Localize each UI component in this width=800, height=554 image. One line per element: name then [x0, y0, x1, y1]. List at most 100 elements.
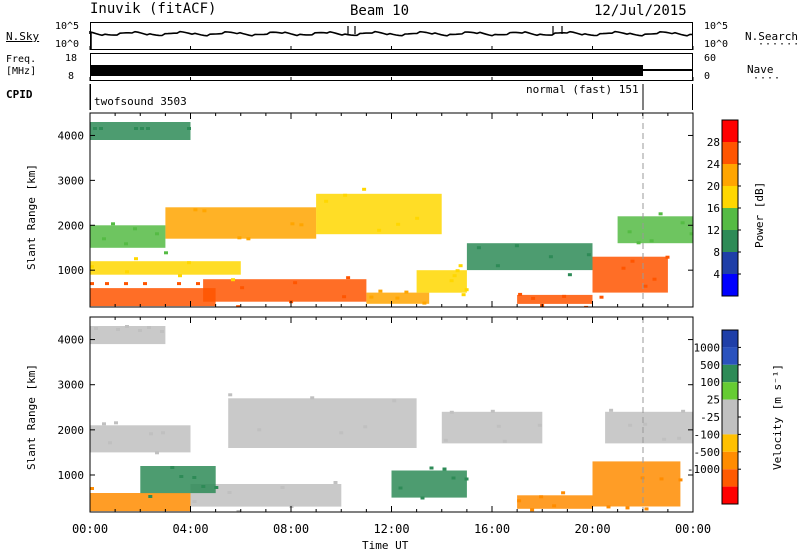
velocity-speck-6-2	[659, 477, 664, 481]
nsearch-tick-high: 10^5	[704, 21, 729, 32]
velocity-speck-2-2	[170, 466, 175, 469]
power-speck-6-1	[290, 222, 295, 226]
power-speck-6-3	[246, 237, 251, 241]
velocity-speck-1-5	[192, 500, 197, 503]
power-speck-11-5	[689, 232, 693, 236]
power-speck-12-2	[140, 127, 144, 130]
power-speck-10-1	[514, 244, 519, 248]
velocity-speck-0-0	[90, 487, 94, 490]
power-speck-2-5	[395, 296, 400, 300]
power-speck-12-1	[187, 127, 191, 130]
power-region-5	[90, 261, 241, 275]
power-speck-8-3	[396, 222, 401, 226]
freq-unit-label: [MHz]	[6, 66, 37, 77]
velocity-speck-8-5	[502, 439, 507, 443]
power-cbar-label-1: 24	[707, 158, 721, 171]
power-region-4	[592, 256, 668, 293]
power-speck-11-4	[636, 241, 641, 245]
velocity-region-8	[441, 411, 543, 444]
velocity-ytick-label-2: 2000	[58, 424, 85, 437]
power-speck-2-0	[378, 289, 383, 293]
velocity-speck-9-4	[628, 423, 633, 427]
power-speck-3-5	[518, 292, 523, 296]
velocity-cbar-seg-1	[722, 347, 738, 365]
power-speck-3-2	[584, 305, 589, 307]
power-ytick-label-2: 2000	[58, 219, 85, 232]
power-speck-1-0	[240, 286, 245, 290]
velocity-speck-5-3	[561, 491, 566, 495]
power-speck-12-3	[93, 127, 97, 130]
nave-tick-high: 60	[704, 53, 717, 64]
velocity-speck-3-2	[257, 428, 262, 432]
velocity-speck-4-2	[420, 496, 425, 500]
time-xlabel: Time UT	[362, 539, 409, 552]
velocity-speck-3-5	[228, 393, 233, 397]
velocity-speck-3-0	[339, 431, 344, 435]
power-speck-9-4	[461, 293, 466, 297]
velocity-speck-7-2	[155, 451, 159, 455]
freq-bar	[90, 65, 643, 76]
velocity-speck-2-1	[192, 476, 197, 479]
xtick-label-0: 00:00	[72, 522, 108, 536]
power-speck-4-4	[652, 277, 657, 281]
velocity-cbar-label-6: -500	[694, 446, 721, 459]
velocity-speck-5-1	[530, 508, 535, 512]
velocity-speck-2-5	[179, 475, 184, 478]
xtick-label-6: 00:00	[675, 522, 711, 536]
velocity-speck-3-3	[310, 396, 315, 400]
xtick-label-4: 16:00	[474, 522, 510, 536]
velocity-speck-0-2	[96, 515, 100, 518]
power-cbar-label-5: 8	[713, 246, 720, 259]
power-cbar-label-4: 12	[707, 224, 720, 237]
velocity-speck-5-2	[583, 512, 587, 515]
power-ytick-label-1: 3000	[58, 174, 85, 187]
nave-tick-low: 0	[704, 71, 711, 82]
velocity-speck-7-3	[108, 441, 112, 445]
power-speck-5-5	[90, 265, 94, 269]
power-speck-12-0	[134, 127, 138, 130]
power-speck-9-0	[449, 279, 454, 283]
power-speck-7-1	[102, 237, 106, 241]
power-cbar-seg-5	[722, 164, 738, 186]
velocity-speck-0-1	[143, 516, 147, 519]
power-speck-10-5	[476, 246, 481, 250]
xtick-label-3: 12:00	[373, 522, 409, 536]
velocity-speck-9-2	[609, 408, 614, 412]
power-speck-6-2	[193, 208, 198, 212]
velocity-data	[90, 325, 693, 519]
velocity-speck-7-5	[114, 421, 118, 425]
xtick-label-5: 20:00	[574, 522, 610, 536]
velocity-speck-9-5	[681, 409, 686, 413]
velocity-region-7	[90, 425, 191, 453]
power-speck-3-3	[562, 294, 567, 298]
velocity-speck-3-1	[392, 399, 397, 403]
power-speck-4-5	[630, 259, 635, 263]
power-region-1	[203, 279, 367, 302]
power-cbar-seg-3	[722, 208, 738, 230]
power-speck-4-0	[665, 255, 670, 259]
power-speck-8-5	[377, 228, 382, 232]
velocity-speck-10-1	[138, 329, 142, 332]
power-speck-6-5	[202, 209, 207, 213]
power-speck-10-0	[586, 253, 591, 257]
date-title: 12/Jul/2015	[594, 3, 687, 19]
power-speck-9-1	[452, 274, 457, 278]
velocity-cbar-seg-0	[722, 330, 738, 348]
power-speck-6-0	[237, 236, 242, 240]
velocity-speck-4-1	[442, 467, 447, 471]
velocity-speck-1-3	[236, 510, 241, 512]
station-title: Inuvik (fitACF)	[90, 1, 217, 17]
power-speck-2-1	[369, 295, 374, 299]
velocity-cbar-seg-2	[722, 364, 738, 383]
beam-title: Beam 10	[350, 3, 410, 19]
power-speck-12-4	[146, 127, 150, 130]
power-speck-11-2	[680, 221, 685, 225]
cpid-mode-2: normal (fast) 151	[526, 83, 639, 96]
power-speck-0-0	[90, 282, 94, 286]
velocity-speck-10-3	[94, 327, 98, 330]
velocity-ytick-label-3: 1000	[58, 469, 85, 482]
velocity-speck-10-0	[160, 330, 164, 333]
power-speck-8-1	[415, 216, 420, 220]
power-speck-0-2	[196, 282, 200, 286]
